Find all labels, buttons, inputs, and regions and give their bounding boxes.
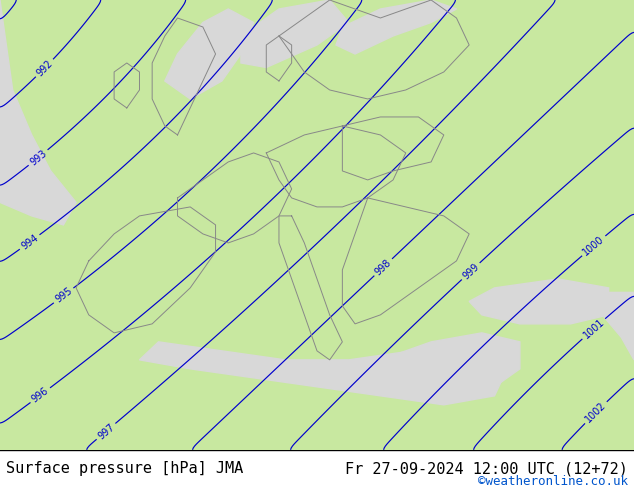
Text: 994: 994 (19, 233, 40, 251)
Text: Surface pressure [hPa] JMA: Surface pressure [hPa] JMA (6, 461, 243, 476)
Text: 993: 993 (28, 148, 48, 167)
Text: ©weatheronline.co.uk: ©weatheronline.co.uk (477, 475, 628, 488)
Text: Fr 27-09-2024 12:00 UTC (12+72): Fr 27-09-2024 12:00 UTC (12+72) (345, 461, 628, 476)
Text: 1000: 1000 (581, 234, 606, 258)
Polygon shape (380, 333, 520, 387)
Polygon shape (602, 293, 634, 360)
Text: 995: 995 (53, 286, 74, 305)
Text: 996: 996 (30, 386, 51, 405)
Polygon shape (336, 0, 456, 54)
Polygon shape (165, 9, 254, 99)
Polygon shape (469, 279, 609, 324)
Polygon shape (241, 0, 349, 68)
Text: 992: 992 (34, 58, 55, 78)
Text: 1001: 1001 (581, 317, 606, 341)
Text: 998: 998 (373, 257, 393, 277)
Text: 1002: 1002 (583, 400, 608, 425)
Text: 999: 999 (460, 261, 481, 281)
Polygon shape (0, 0, 76, 225)
Text: 997: 997 (96, 421, 116, 441)
Polygon shape (139, 342, 507, 405)
